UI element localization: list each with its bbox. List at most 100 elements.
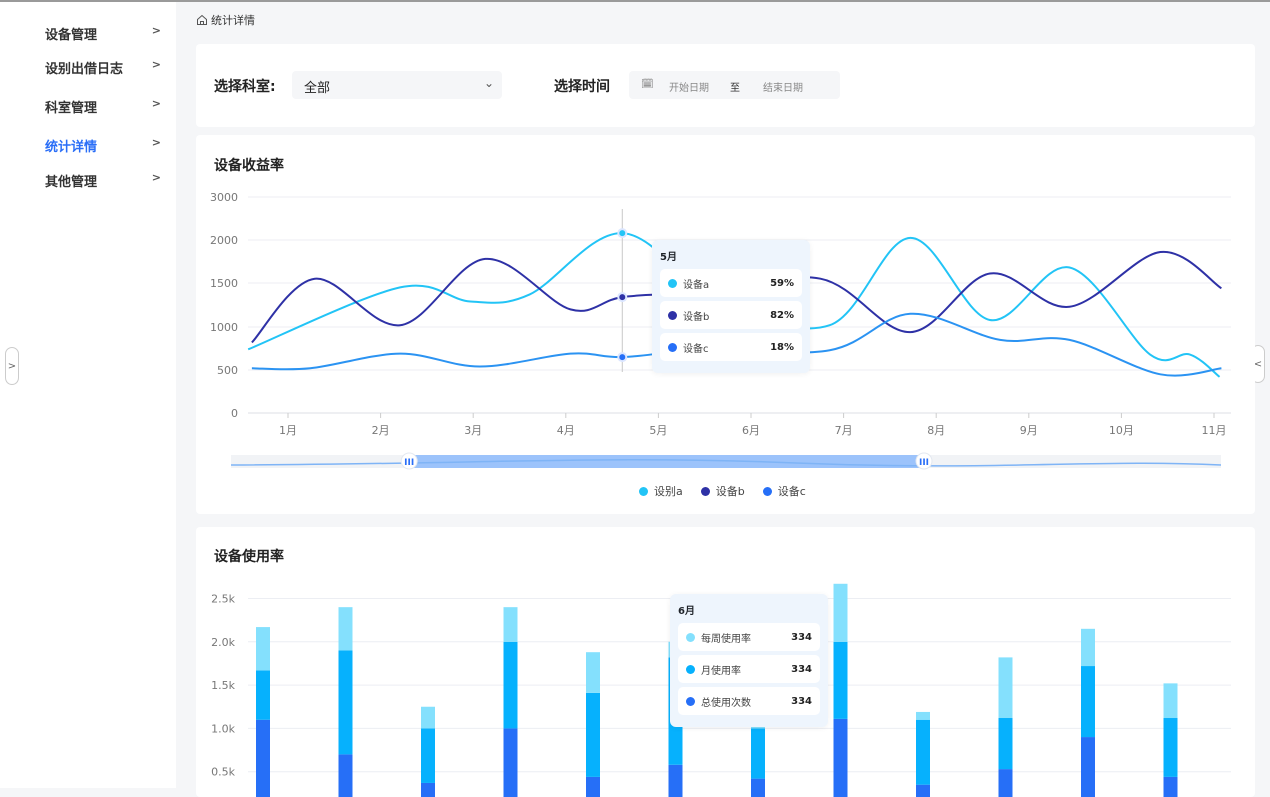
bar-segment-0: [421, 782, 435, 797]
datazoom-selected-range: [409, 455, 924, 468]
start-date-input[interactable]: 开始日期: [669, 83, 709, 94]
y-tick-label: 1.5k: [211, 679, 235, 692]
chevron-right-icon: >: [7, 360, 17, 372]
bar-segment-1: [503, 641, 518, 729]
series-point: [617, 292, 628, 303]
date-range-picker[interactable]: 🗓 开始日期 至 结束日期: [629, 71, 840, 99]
y-tick-label: 2.5k: [211, 593, 235, 606]
sidebar-item-department[interactable]: 科室管理 >: [45, 97, 165, 116]
x-tick-label: 6月: [742, 424, 760, 437]
series-dot-icon: [686, 696, 695, 706]
tooltip-value: 18%: [770, 341, 794, 353]
x-tick-label: 5月: [649, 424, 667, 437]
x-tick-label: 7月: [835, 424, 853, 437]
tooltip-value: 82%: [770, 309, 794, 321]
legend-label: 设别a: [654, 485, 683, 498]
bar-segment-0: [338, 754, 353, 797]
legend-label: 设备c: [777, 485, 806, 498]
sidebar-item-label: 设别出借日志: [45, 62, 124, 77]
x-tick-label: 8月: [927, 424, 945, 437]
tooltip-row: 每周使用率 334: [678, 623, 820, 651]
y-tick-label: 0: [231, 407, 238, 420]
calendar-icon: 🗓: [641, 79, 654, 90]
y-tick-label: 1.0k: [211, 722, 235, 735]
x-tick-label: 11月: [1202, 424, 1227, 437]
bar-segment-0: [916, 784, 930, 797]
tooltip-title: 6月: [678, 606, 695, 617]
department-select[interactable]: 全部 ⌄: [292, 71, 502, 99]
bar-segment-2: [503, 607, 518, 642]
bar-segment-1: [1081, 666, 1095, 738]
line-chart: 0 500 1000 1500 2000 3000 1月 2月 3月 4月 5月 6月 7月 8月 9月 10…: [210, 191, 1231, 470]
sidebar-item-label: 统计详情: [45, 140, 98, 155]
series-dot-icon: [668, 310, 677, 320]
datazoom-handle[interactable]: [400, 452, 418, 470]
chevron-right-icon: >: [151, 58, 161, 71]
bar-segment-1: [916, 719, 930, 785]
bar-segment-1: [338, 650, 353, 755]
breadcrumb-current[interactable]: 统计详情: [211, 14, 255, 27]
chart-title: 设备收益率: [214, 158, 284, 174]
department-label: 选择科室:: [214, 79, 276, 95]
tooltip-row: 总使用次数 334: [678, 687, 820, 715]
series-point: [617, 352, 628, 363]
chart-tooltip: 5月 设备a 59% 设备b 82% 设备c 18%: [652, 240, 810, 373]
date-separator: 至: [730, 83, 740, 94]
chevron-left-icon: <: [1253, 358, 1263, 370]
bar-segment-0: [1163, 776, 1178, 797]
legend-dot-icon: [700, 486, 710, 496]
sidebar-expand-button[interactable]: >: [5, 347, 19, 385]
datazoom-preview-line: [230, 458, 1222, 467]
series-dot-icon: [668, 278, 677, 288]
bar-segment-2: [998, 657, 1013, 719]
datazoom-handle[interactable]: [915, 452, 933, 470]
bar-segment-1: [998, 718, 1013, 770]
bar-segment-1: [256, 670, 270, 720]
bar-segment-1: [751, 728, 765, 779]
tooltip-series-name: 月使用率: [701, 665, 741, 677]
x-tick-label: 2月: [372, 424, 390, 437]
bar-segment-1: [833, 641, 848, 719]
home-icon[interactable]: [196, 14, 208, 26]
revenue-chart-card: 设备收益率 0 500 1000 1500 2000 3000 1月 2月 3月 4月 5月 6月 7月…: [196, 135, 1255, 514]
y-tick-label: 1000: [210, 321, 238, 334]
usage-chart-card: 设备使用率 0.5k 1.0k 1.5k 2.0k 2.5k 6月 每周使用率 334 月使…: [196, 527, 1255, 797]
bar-segment-0: [751, 778, 765, 797]
tooltip-row: 设备b 82%: [660, 301, 802, 329]
legend-item[interactable]: 设备c: [762, 483, 806, 499]
bar-segment-2: [586, 652, 600, 693]
end-date-input[interactable]: 结束日期: [763, 83, 803, 94]
y-tick-label: 2000: [210, 234, 238, 247]
x-tick-label: 1月: [279, 424, 297, 437]
bar-segment-0: [256, 719, 270, 797]
bar-segment-0: [833, 718, 848, 797]
series-dot-icon: [686, 664, 695, 674]
tooltip-value: 334: [791, 695, 812, 707]
legend-item[interactable]: 设别a: [639, 483, 683, 499]
bar-segment-0: [1081, 737, 1095, 797]
sidebar-item-device-management[interactable]: 设备管理 >: [45, 24, 165, 43]
sidebar-item-other[interactable]: 其他管理 >: [45, 171, 165, 190]
y-tick-label: 1500: [210, 277, 238, 290]
bar-segment-0: [998, 769, 1013, 797]
series-dot-icon: [686, 632, 695, 642]
filter-card: 选择科室: 全部 ⌄ 选择时间 🗓 开始日期 至 结束日期: [196, 44, 1255, 127]
sidebar-item-statistics[interactable]: 统计详情 >: [45, 136, 165, 155]
y-tick-label: 3000: [210, 191, 238, 204]
tooltip-row: 设备a 59%: [660, 269, 802, 297]
chart-tooltip: 6月 每周使用率 334 月使用率 334 总使用次数 334: [670, 594, 828, 727]
bar-segment-2: [256, 627, 270, 671]
legend-item[interactable]: 设备b: [700, 483, 745, 499]
tooltip-title: 5月: [660, 252, 677, 263]
chevron-right-icon: >: [151, 24, 161, 37]
tooltip-value: 334: [791, 631, 812, 643]
tooltip-series-name: 设备c: [683, 343, 709, 355]
tooltip-row: 月使用率 334: [678, 655, 820, 683]
tooltip-value: 334: [791, 663, 812, 675]
department-value: 全部: [304, 81, 331, 96]
tooltip-series-name: 设备a: [683, 279, 710, 291]
tooltip-series-name: 设备b: [683, 311, 710, 323]
y-tick-label: 0.5k: [211, 766, 235, 779]
tooltip-series-name: 总使用次数: [701, 697, 751, 709]
sidebar-item-lending-log[interactable]: 设别出借日志 >: [45, 58, 165, 77]
